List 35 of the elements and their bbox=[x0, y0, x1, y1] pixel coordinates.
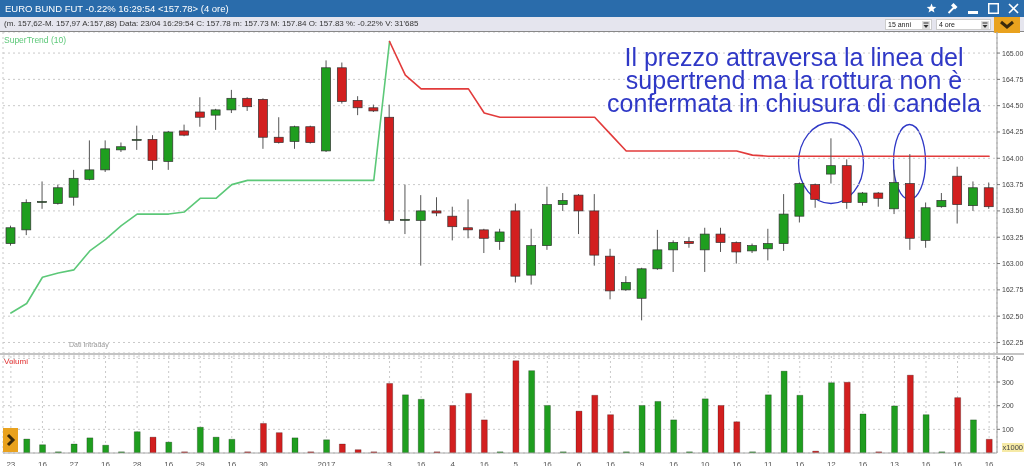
x-tick-label: 16 bbox=[164, 459, 174, 466]
x-tick-label: 16 bbox=[795, 459, 805, 466]
x-tick-label: 16 bbox=[732, 459, 742, 466]
x-tick-label: 23 bbox=[6, 459, 16, 466]
chart-title: EURO BUND FUT -0.22% 16:29:54 <157.78> (4 ore) bbox=[5, 2, 229, 16]
x-tick-label: 9 bbox=[639, 459, 645, 466]
x-tick-label: 16 bbox=[227, 459, 237, 466]
chart-title: Volumi bbox=[4, 357, 29, 366]
x-tick-label: 11 bbox=[764, 459, 773, 466]
chart-subtitle: (m. 157,62-M. 157,97 A:157,88) Data: 23/04 16:29:54 C: 157.78 m: 157.73 M: 157.84 O: 157.83 %: -0.22% V: 31'685 bbox=[4, 18, 419, 30]
annotation: Il prezzo attraversa la linea del supertrend ma la rottura non è confermata in chiusura di candela bbox=[606, 43, 982, 117]
x-tick-label: 28 bbox=[132, 459, 143, 466]
x-tick-label: 30 bbox=[258, 459, 269, 466]
x-tick-label: 29 bbox=[195, 459, 206, 466]
x-tick-label: 2017 bbox=[317, 459, 336, 466]
x-tick-label: 12 bbox=[826, 459, 837, 466]
x-tick-label: 4 bbox=[450, 459, 456, 466]
x-tick-label: 16 bbox=[858, 459, 868, 466]
x-tick-label: 16 bbox=[669, 459, 679, 466]
x-tick-label: 16 bbox=[37, 459, 48, 466]
x-tick-label: 16 bbox=[984, 459, 995, 466]
x-tick-label: 27 bbox=[69, 459, 79, 466]
x-tick-label: 5 bbox=[513, 459, 519, 466]
x-tick-label: 16 bbox=[605, 459, 616, 466]
x-tick-label: 16 bbox=[542, 459, 553, 466]
x-tick-label: 16 bbox=[921, 459, 931, 466]
x-tick-label: 13 bbox=[889, 459, 900, 466]
x-tick-label: 6 bbox=[576, 459, 582, 466]
x-tick-label: 3 bbox=[387, 459, 393, 466]
x-tick-label: 10 bbox=[700, 459, 711, 466]
text: SuperTrend (10) bbox=[4, 35, 67, 45]
x-tick-label: 16 bbox=[101, 459, 111, 466]
x-tick-label: 16 bbox=[953, 459, 963, 466]
x-tick-label: 16 bbox=[416, 459, 427, 466]
x-tick-label: 16 bbox=[479, 459, 490, 466]
